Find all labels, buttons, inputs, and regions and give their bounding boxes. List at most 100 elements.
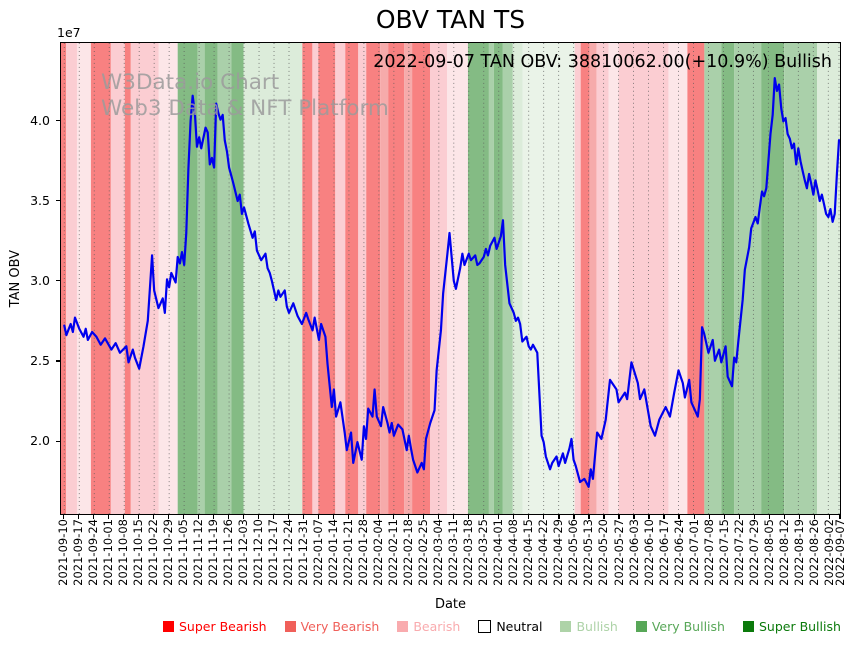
x-tick-mark — [573, 515, 575, 519]
x-tick-mark — [783, 515, 785, 519]
x-tick-mark — [543, 515, 545, 519]
x-tick-label: 2022-03-18 — [461, 519, 476, 586]
x-tick-label: 2022-06-03 — [626, 519, 641, 586]
x-tick-label: 2022-01-21 — [341, 519, 356, 586]
legend-label: Bearish — [413, 619, 461, 634]
x-tick-label: 2022-04-15 — [521, 519, 536, 586]
x-tick-label: 2022-02-04 — [371, 519, 386, 586]
x-tick-mark — [753, 515, 755, 519]
x-tick-mark — [678, 515, 680, 519]
sentiment-band-bearish_light — [608, 43, 619, 514]
x-tick-mark — [227, 515, 230, 519]
y-tick-label: 4.0 — [30, 112, 50, 128]
sentiment-band-super_bearish — [388, 43, 405, 514]
y-tick-mark — [56, 360, 60, 362]
x-tick-mark — [92, 515, 94, 519]
legend-item-bearish: Bearish — [397, 619, 460, 634]
x-tick-mark — [513, 515, 515, 519]
x-tick-label: 2021-11-19 — [205, 519, 220, 586]
x-tick-label: 2022-07-15 — [716, 519, 731, 586]
x-tick-label: 2021-10-22 — [145, 519, 160, 586]
sentiment-band-super_bullish — [721, 43, 735, 514]
x-tick-mark — [738, 515, 740, 519]
x-tick-label: 2022-06-10 — [641, 519, 656, 586]
x-tick-mark — [558, 515, 560, 519]
x-tick-mark — [423, 515, 425, 519]
legend-swatch-icon — [635, 621, 647, 632]
x-tick-mark — [272, 515, 275, 519]
x-tick-label: 2022-07-22 — [731, 519, 746, 586]
sentiment-band-bearish_light — [668, 43, 688, 514]
sentiment-band-super_bullish — [467, 43, 489, 514]
x-tick-label: 2021-12-31 — [296, 519, 311, 586]
watermark-line1: W3Data.io Chart — [101, 70, 280, 95]
x-tick-mark — [378, 515, 380, 519]
x-tick-mark — [152, 515, 154, 519]
x-tick-label: 2022-04-01 — [491, 519, 506, 586]
x-tick-label: 2022-06-17 — [656, 519, 671, 586]
x-tick-mark — [693, 515, 695, 519]
x-tick-label: 2022-06-24 — [671, 519, 686, 586]
x-tick-mark — [197, 515, 200, 519]
latest-value-annotation: 2022-09-07 TAN OBV: 38810062.00(+10.9%) … — [373, 52, 832, 72]
chart-canvas — [61, 43, 840, 514]
x-tick-label: 2021-10-08 — [115, 519, 130, 586]
x-tick-label: 2022-05-27 — [611, 519, 626, 586]
x-tick-mark — [708, 515, 710, 519]
x-tick-label: 2021-12-24 — [281, 519, 296, 586]
x-tick-mark — [287, 515, 290, 519]
x-tick-label: 2022-05-13 — [581, 519, 596, 586]
x-tick-mark — [77, 515, 79, 519]
y-tick-label: 2.5 — [30, 353, 50, 369]
sentiment-band-super_bearish — [90, 43, 111, 514]
x-tick-mark — [303, 515, 305, 519]
x-tick-label: 2021-11-12 — [190, 519, 205, 586]
x-tick-mark — [663, 515, 665, 519]
x-tick-label: 2021-09-24 — [85, 519, 100, 586]
legend-swatch-icon — [163, 621, 174, 632]
x-tick-mark — [363, 515, 365, 519]
x-tick-label: 2021-09-17 — [70, 519, 85, 586]
x-tick-mark — [137, 515, 139, 519]
sentiment-band-bearish — [65, 43, 77, 514]
x-tick-mark — [723, 515, 725, 519]
sentiment-band-very_bearish — [380, 43, 389, 514]
x-tick-label: 2022-01-07 — [311, 519, 326, 586]
x-tick-label: 2022-02-11 — [386, 519, 401, 586]
sentiment-band-super_bearish — [124, 43, 131, 514]
x-tick-mark — [333, 515, 335, 519]
x-axis-title: Date — [434, 597, 467, 612]
x-tick-label: 2022-08-26 — [806, 519, 821, 586]
x-tick-mark — [828, 515, 830, 519]
x-tick-label: 2022-09-07 — [832, 519, 847, 586]
sentiment-band-bearish — [596, 43, 609, 514]
x-tick-label: 2022-08-05 — [761, 519, 776, 586]
x-tick-label: 2022-03-25 — [476, 519, 491, 586]
x-tick-mark — [483, 515, 485, 519]
x-tick-mark — [498, 515, 500, 519]
sentiment-band-bearish — [312, 43, 319, 514]
sentiment-band-bearish_light — [158, 43, 178, 514]
sentiment-band-bearish — [110, 43, 125, 514]
legend-swatch-icon — [284, 621, 296, 632]
x-tick-label: 2022-03-11 — [446, 519, 461, 586]
sentiment-band-very_bullish — [488, 43, 494, 514]
sentiment-band-super_bullish — [231, 43, 244, 514]
sentiment-band-bearish — [618, 43, 669, 514]
x-tick-mark — [348, 515, 350, 519]
sentiment-band-bearish_light — [76, 43, 91, 514]
x-tick-mark — [408, 515, 410, 519]
legend-item-bullish: Bullish — [560, 619, 618, 634]
legend-swatch-icon — [560, 621, 572, 632]
y-tick-label: 3.0 — [30, 272, 50, 288]
x-tick-label: 2021-09-10 — [55, 519, 70, 586]
sentiment-band-bullish — [243, 43, 303, 514]
sentiment-band-bullish_light — [522, 43, 575, 514]
x-tick-label: 2022-08-19 — [791, 519, 806, 586]
x-tick-mark — [122, 515, 124, 519]
sentiment-band-super_bearish — [302, 43, 313, 514]
x-tick-label: 2022-05-06 — [566, 519, 581, 586]
legend-label: Super Bearish — [179, 619, 267, 634]
legend-item-very-bullish: Very Bullish — [635, 619, 725, 634]
